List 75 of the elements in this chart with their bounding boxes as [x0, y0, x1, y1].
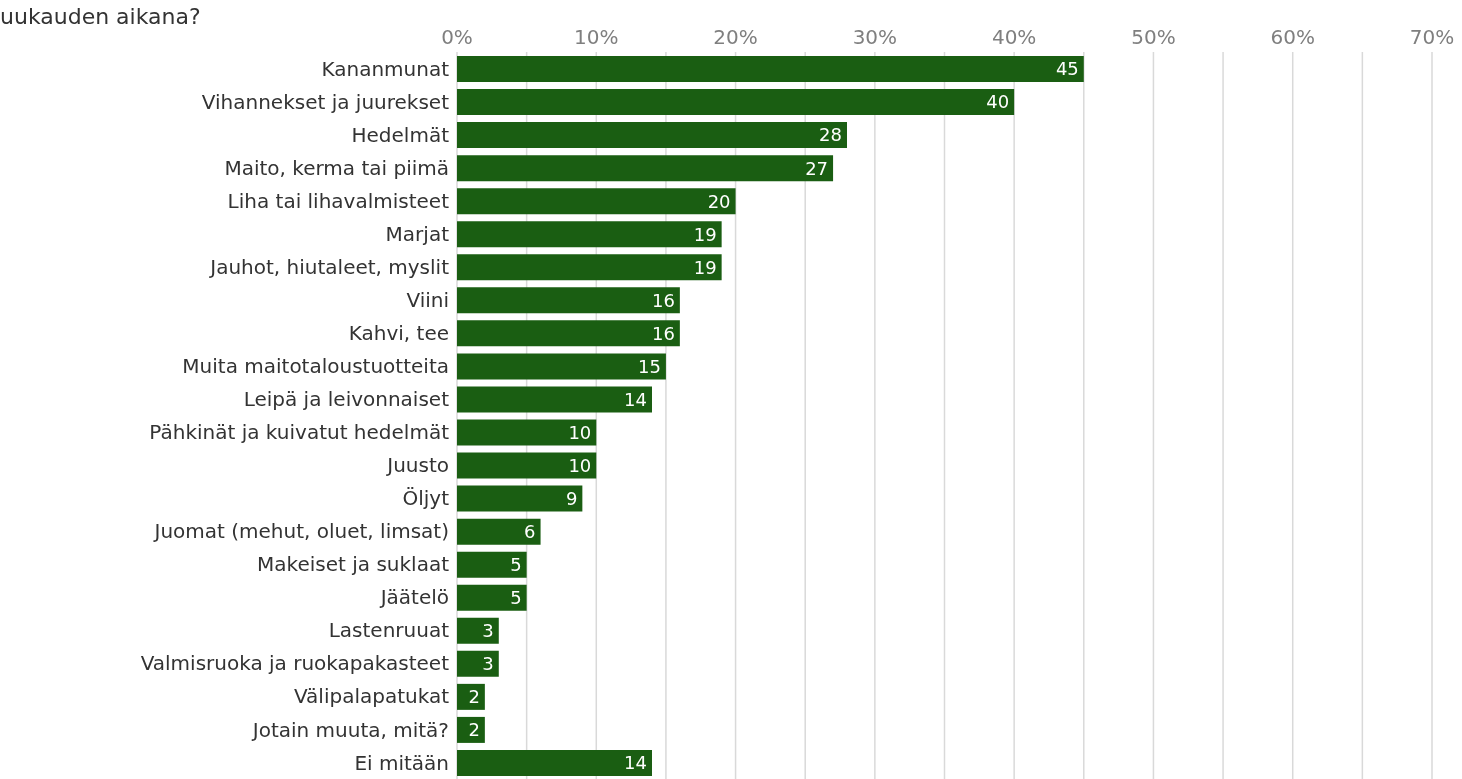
data-label: 5	[510, 554, 522, 576]
data-label: 5	[510, 587, 522, 609]
y-tick-label: Makeiset ja suklaat	[257, 552, 450, 577]
bar	[457, 518, 541, 545]
y-tick-label: Viini	[406, 287, 449, 312]
data-label: 10	[568, 421, 592, 443]
x-tick-label: 50%	[1131, 25, 1176, 49]
bar	[457, 89, 1015, 116]
bar	[457, 56, 1084, 82]
bar	[457, 551, 527, 578]
data-label: 15	[638, 355, 661, 377]
x-tick-label: 60%	[1270, 25, 1315, 49]
data-label: 28	[819, 124, 842, 146]
bar	[457, 749, 652, 776]
y-tick-label: Liha tai lihavalmisteet	[227, 188, 450, 213]
y-tick-label: Muita maitotaloustuotteita	[182, 354, 449, 379]
bar	[457, 419, 597, 446]
y-tick-label: Valmisruoka ja ruokapakasteet	[140, 651, 450, 676]
bar	[457, 386, 652, 413]
x-tick-label: 20%	[713, 25, 758, 49]
data-label: 2	[468, 686, 480, 708]
bar	[457, 683, 485, 710]
y-tick-label: Kahvi, tee	[348, 320, 449, 345]
data-label: 40	[986, 91, 1010, 113]
bar	[457, 221, 722, 248]
x-tick-label: 10%	[574, 25, 619, 49]
data-label: 9	[565, 487, 578, 509]
y-tick-label: Ei mitään	[354, 750, 449, 775]
data-label: 19	[693, 256, 717, 278]
text: uukauden aikana?	[0, 4, 201, 29]
y-tick-label: Välipalapatukat	[293, 684, 450, 709]
y-tick-label: Jotain muuta, mitä?	[250, 717, 449, 742]
bar	[457, 485, 583, 512]
data-label: 2	[468, 719, 480, 741]
y-tick-label: Kananmunat	[321, 56, 450, 81]
y-tick-label: Vihannekset ja juurekset	[201, 89, 450, 114]
y-tick-label: Lastenruuat	[328, 618, 450, 643]
x-tick-label: 70%	[1409, 25, 1455, 49]
y-tick-label: Marjat	[385, 221, 450, 246]
bar	[457, 320, 680, 347]
y-tick-label: Öljyt	[402, 486, 450, 511]
y-tick-label: Juomat (mehut, oluet, limsat)	[152, 519, 449, 544]
y-tick-label: Juusto	[385, 453, 449, 478]
y-tick-label: Jäätelö	[378, 585, 449, 610]
bar	[457, 122, 847, 149]
bar	[457, 650, 499, 677]
x-tick-label: 40%	[991, 25, 1037, 49]
bar	[457, 452, 597, 479]
bar	[457, 287, 680, 314]
data-label: 3	[482, 653, 494, 675]
data-label: 3	[482, 620, 494, 642]
data-label: 14	[624, 752, 647, 774]
bar	[457, 353, 666, 380]
x-tick-label: 30%	[852, 25, 898, 49]
bar	[457, 617, 499, 644]
data-label: 27	[805, 157, 829, 179]
data-label: 20	[707, 190, 731, 212]
x-tick-label: 0%	[441, 25, 473, 49]
bar	[457, 716, 485, 743]
data-label: 16	[651, 322, 675, 344]
data-label: 10	[568, 454, 592, 476]
bar	[457, 584, 527, 611]
y-tick-label: Jauhot, hiutaleet, myslit	[208, 254, 450, 279]
y-tick-label: Hedelmät	[351, 122, 450, 147]
bar	[457, 155, 834, 182]
data-label: 19	[693, 223, 717, 245]
data-label: 45	[1055, 58, 1079, 80]
y-tick-label: Maito, kerma tai piimä	[224, 155, 449, 180]
y-tick-label: Pähkinät ja kuivatut hedelmät	[149, 420, 450, 445]
data-label: 14	[624, 388, 647, 410]
y-tick-label: Leipä ja leivonnaiset	[243, 387, 450, 412]
bar	[457, 254, 722, 281]
data-label: 6	[524, 521, 536, 543]
bar	[457, 188, 736, 215]
data-label: 16	[651, 289, 675, 311]
